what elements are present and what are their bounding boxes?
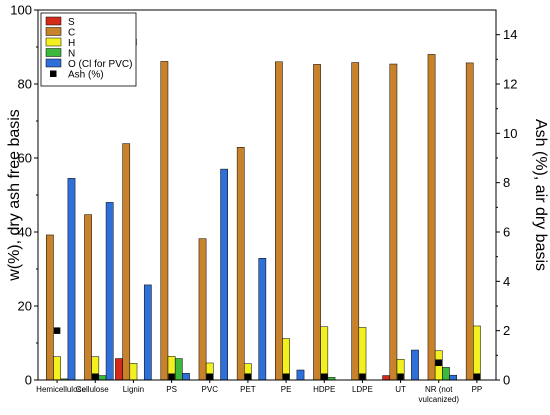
category-label: PE [281, 385, 292, 394]
bar-h-7 [320, 326, 329, 381]
legend-label: S [68, 17, 75, 28]
bar-c-10 [427, 54, 436, 381]
bar-c-9 [389, 63, 398, 381]
legend-label: H [68, 38, 75, 49]
bar-o-6 [296, 369, 305, 381]
y2-tick-label: 4 [503, 274, 510, 289]
right-axis-ticks: 0 2 4 6 8 10 12 14 [496, 27, 517, 388]
ash-marker-4 [206, 373, 213, 380]
category-label: HDPE [313, 385, 335, 394]
category-label: PET [240, 385, 256, 394]
ash-marker-10 [435, 359, 442, 366]
bar-o-5 [258, 258, 267, 381]
legend-swatch [45, 58, 62, 68]
ash-marker-3 [168, 373, 175, 380]
bar-c-6 [275, 61, 283, 381]
legend-label: Ash (%) [68, 70, 104, 81]
legend-swatch [45, 37, 62, 47]
y-tick-label: 80 [18, 77, 32, 92]
category-label: vulcanized) [419, 395, 460, 404]
bar-c-2 [122, 143, 131, 381]
bar-n-1 [98, 375, 107, 381]
bar-h-2 [129, 363, 138, 381]
bar-o-3 [182, 373, 190, 381]
bar-c-3 [160, 61, 169, 381]
category-label: PVC [202, 385, 219, 394]
bar-c-7 [313, 64, 321, 381]
bar-o-10 [449, 374, 457, 381]
category-label: LDPE [352, 385, 373, 394]
category-label: UT [395, 385, 406, 394]
ash-marker-8 [359, 373, 366, 380]
ash-marker-9 [397, 373, 404, 380]
bar-s-9 [382, 375, 391, 381]
y2-tick-label: 14 [503, 27, 517, 42]
y-tick-label: 100 [10, 3, 32, 18]
category-label: NR (not [425, 385, 453, 394]
y2-tick-label: 10 [503, 126, 517, 141]
category-label: Cellulose [76, 385, 109, 394]
category-label: PP [472, 385, 483, 394]
bar-o-0 [67, 178, 76, 381]
bars-layer [46, 54, 481, 381]
ash-markers-layer [53, 38, 481, 380]
y2-tick-label: 0 [503, 373, 510, 388]
ash-marker-0 [53, 327, 61, 334]
bar-n-10 [442, 367, 450, 381]
y-tick-label: 0 [25, 373, 32, 388]
legend-swatch [45, 48, 62, 57]
y2-tick-label: 8 [503, 175, 510, 190]
legend-label: C [68, 28, 75, 39]
bar-o-4 [220, 168, 229, 381]
ash-marker-1 [92, 373, 99, 380]
bar-n-3 [174, 358, 183, 381]
ash-marker-5 [244, 373, 252, 380]
ash-marker-6 [282, 373, 290, 380]
legend-swatch [45, 27, 62, 36]
bar-o-2 [143, 284, 152, 381]
y-tick-label: 60 [18, 151, 32, 166]
y2-tick-label: 12 [503, 77, 517, 92]
category-label: PS [166, 385, 177, 394]
bar-c-4 [198, 238, 207, 381]
legend-label: N [68, 49, 75, 60]
bar-h-11 [473, 325, 481, 381]
legend-ash-marker [50, 70, 57, 77]
category-label: Lignin [123, 385, 144, 394]
bar-c-0 [46, 234, 54, 381]
category-label: Hemicellulose [36, 385, 86, 394]
bar-c-5 [236, 147, 245, 381]
y2-axis-title: Ash (%), air dry basis [532, 119, 549, 271]
left-axis-ticks: 0 20 40 60 80 100 [10, 3, 38, 388]
bar-c-1 [84, 214, 92, 381]
y-axis-title: w(%), dry ash free basis [6, 109, 23, 282]
y-tick-label: 20 [18, 299, 32, 314]
bar-o-1 [105, 202, 114, 381]
ash-marker-11 [473, 373, 481, 380]
bar-h-8 [358, 327, 367, 381]
legend-swatch [45, 16, 62, 26]
y2-tick-label: 6 [503, 225, 510, 240]
ash-marker-7 [321, 373, 328, 380]
bar-c-11 [465, 62, 474, 381]
y-tick-label: 40 [18, 225, 32, 240]
bar-c-8 [351, 62, 360, 381]
bar-o-9 [411, 349, 419, 381]
y2-tick-label: 2 [503, 323, 510, 338]
legend-label: O (Cl for PVC) [68, 59, 132, 70]
bar-h-0 [53, 356, 61, 381]
bar-s-2 [115, 358, 123, 381]
